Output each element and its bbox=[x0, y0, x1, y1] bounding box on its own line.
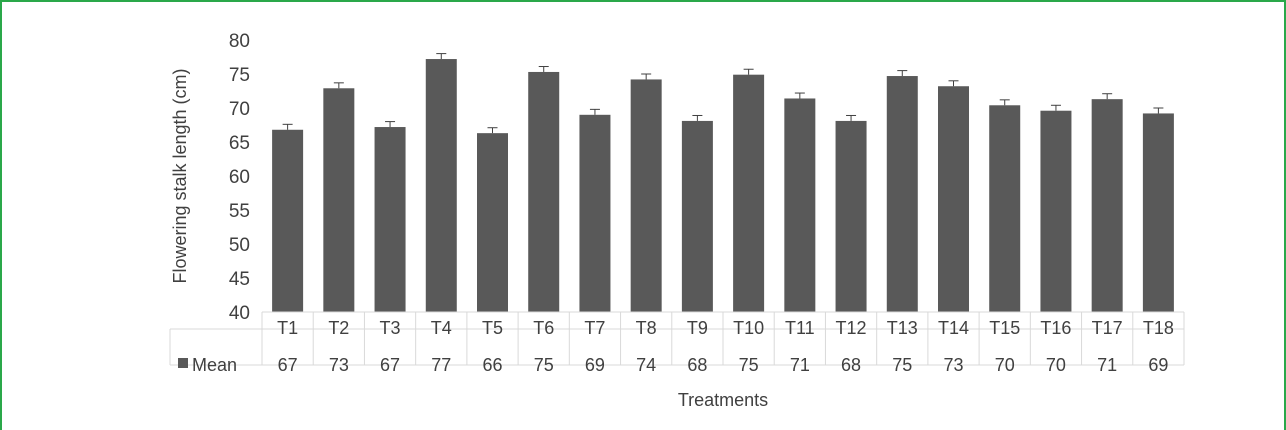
y-tick-label: 50 bbox=[229, 235, 250, 256]
y-tick-label: 55 bbox=[229, 201, 250, 222]
bar bbox=[528, 71, 560, 313]
data-table-value: 71 bbox=[1097, 355, 1117, 375]
bar bbox=[886, 76, 918, 312]
y-tick-label: 40 bbox=[229, 303, 250, 324]
category-label: T9 bbox=[687, 318, 708, 338]
bar bbox=[323, 88, 355, 312]
category-label: T10 bbox=[733, 318, 764, 338]
legend-label: Mean bbox=[192, 355, 237, 375]
bar bbox=[425, 59, 457, 312]
category-label: T6 bbox=[533, 318, 554, 338]
category-label: T14 bbox=[938, 318, 969, 338]
data-table-value: 70 bbox=[1046, 355, 1066, 375]
category-label: T13 bbox=[887, 318, 918, 338]
y-tick-label: 65 bbox=[229, 133, 250, 154]
data-table-value: 73 bbox=[329, 355, 349, 375]
y-tick-label: 45 bbox=[229, 269, 250, 290]
y-tick-label: 70 bbox=[229, 99, 250, 120]
legend-swatch bbox=[178, 358, 188, 368]
data-table-value: 75 bbox=[892, 355, 912, 375]
category-label: T2 bbox=[328, 318, 349, 338]
data-table-value: 69 bbox=[585, 355, 605, 375]
data-table-value: 77 bbox=[431, 355, 451, 375]
data-table-value: 67 bbox=[278, 355, 298, 375]
data-table-value: 66 bbox=[482, 355, 502, 375]
y-axis-title: Flowering stalk length (cm) bbox=[170, 68, 190, 283]
data-table-value: 69 bbox=[1148, 355, 1168, 375]
bar bbox=[989, 105, 1021, 312]
bar bbox=[272, 129, 304, 312]
data-table-value: 71 bbox=[790, 355, 810, 375]
data-table-value: 74 bbox=[636, 355, 656, 375]
bar bbox=[374, 127, 406, 312]
data-table-value: 68 bbox=[841, 355, 861, 375]
bar bbox=[681, 120, 713, 312]
data-table-value: 68 bbox=[687, 355, 707, 375]
category-label: T17 bbox=[1092, 318, 1123, 338]
bar bbox=[630, 79, 662, 312]
category-label: T11 bbox=[785, 318, 815, 338]
category-label: T12 bbox=[836, 318, 867, 338]
category-label: T5 bbox=[482, 318, 503, 338]
bar bbox=[1040, 110, 1072, 312]
category-label: T16 bbox=[1040, 318, 1071, 338]
y-tick-label: 60 bbox=[229, 167, 250, 188]
data-table-value: 73 bbox=[943, 355, 963, 375]
data-table-value: 75 bbox=[534, 355, 554, 375]
category-label: T18 bbox=[1143, 318, 1174, 338]
bar bbox=[938, 86, 969, 313]
bar bbox=[1142, 113, 1174, 312]
bar bbox=[477, 133, 508, 312]
bar bbox=[835, 120, 867, 312]
bar bbox=[733, 74, 765, 313]
bar bbox=[784, 98, 816, 312]
category-label: T4 bbox=[431, 318, 452, 338]
data-table-value: 70 bbox=[995, 355, 1015, 375]
x-axis-title: Treatments bbox=[678, 390, 768, 410]
data-table-value: 67 bbox=[380, 355, 400, 375]
y-tick-label: 80 bbox=[229, 31, 250, 52]
bar bbox=[579, 114, 611, 312]
y-tick-label: 75 bbox=[229, 65, 250, 86]
bar bbox=[1091, 99, 1123, 312]
category-label: T3 bbox=[380, 318, 401, 338]
data-table-value: 75 bbox=[739, 355, 759, 375]
category-label: T15 bbox=[989, 318, 1020, 338]
category-label: T8 bbox=[636, 318, 657, 338]
category-label: T1 bbox=[277, 318, 298, 338]
category-label: T7 bbox=[584, 318, 605, 338]
